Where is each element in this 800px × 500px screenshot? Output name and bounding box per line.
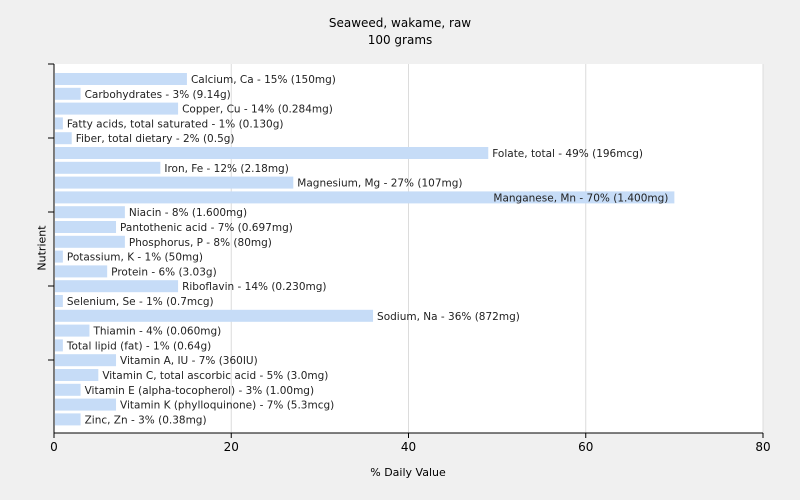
bar <box>55 354 117 367</box>
bar <box>55 339 63 352</box>
bar-label: Vitamin C, total ascorbic acid - 5% (3.0… <box>102 370 328 382</box>
x-tick-label: 20 <box>224 440 239 454</box>
bar <box>55 102 179 115</box>
bar <box>55 413 81 426</box>
chart-subtitle: 100 grams <box>367 33 433 47</box>
bar <box>55 117 63 130</box>
bar-label: Potassium, K - 1% (50mg) <box>67 252 203 264</box>
bar <box>55 191 675 204</box>
bar-label: Vitamin E (alpha-tocopherol) - 3% (1.00m… <box>85 385 315 397</box>
bar <box>55 265 108 278</box>
bar <box>55 73 187 85</box>
bar-label: Protein - 6% (3.03g) <box>111 266 217 278</box>
x-tick-label: 40 <box>401 440 416 454</box>
bar-label: Fatty acids, total saturated - 1% (0.130… <box>67 118 284 130</box>
bar <box>55 147 489 159</box>
bar-label: Vitamin K (phylloquinone) - 7% (5.3mcg) <box>120 400 334 412</box>
bar-label: Calcium, Ca - 15% (150mg) <box>191 74 336 86</box>
bar <box>55 280 179 293</box>
x-tick-label: 60 <box>578 440 593 454</box>
bar-label: Carbohydrates - 3% (9.14g) <box>85 89 231 101</box>
bar-label: Folate, total - 49% (196mcg) <box>492 148 643 160</box>
bar-label: Zinc, Zn - 3% (0.38mg) <box>85 414 207 426</box>
bar <box>55 324 90 337</box>
bar-label: Fiber, total dietary - 2% (0.5g) <box>76 133 235 145</box>
bar <box>55 132 72 145</box>
x-tick-label: 80 <box>755 440 770 454</box>
bar <box>55 383 81 396</box>
bar-label: Pantothenic acid - 7% (0.697mg) <box>120 222 293 234</box>
bar-label: Riboflavin - 14% (0.230mg) <box>182 281 326 293</box>
bar <box>55 250 63 263</box>
bar-label: Selenium, Se - 1% (0.7mcg) <box>67 296 214 308</box>
bar-label: Manganese, Mn - 70% (1.400mg) <box>493 192 668 204</box>
bar <box>55 87 81 100</box>
bar-label: Total lipid (fat) - 1% (0.64g) <box>66 340 211 352</box>
bar <box>55 295 63 307</box>
bar-label: Thiamin - 4% (0.060mg) <box>92 326 221 338</box>
x-axis-label: % Daily Value <box>370 466 446 479</box>
bar-label: Sodium, Na - 36% (872mg) <box>377 311 520 323</box>
bar-label: Copper, Cu - 14% (0.284mg) <box>182 104 333 116</box>
bar <box>55 235 125 248</box>
bar <box>55 369 99 381</box>
bar <box>55 176 294 189</box>
chart-title: Seaweed, wakame, raw <box>328 16 472 30</box>
bar-label: Phosphorus, P - 8% (80mg) <box>129 237 272 249</box>
x-tick-label: 0 <box>50 440 58 454</box>
bar <box>55 309 374 322</box>
bar <box>55 161 161 174</box>
bar <box>55 206 125 219</box>
bar-label: Niacin - 8% (1.600mg) <box>129 207 247 219</box>
bar <box>55 221 117 233</box>
bar-label: Magnesium, Mg - 27% (107mg) <box>297 178 462 190</box>
bar-label: Iron, Fe - 12% (2.18mg) <box>164 163 288 175</box>
bar-label: Vitamin A, IU - 7% (360IU) <box>120 355 258 367</box>
bar <box>55 398 117 411</box>
